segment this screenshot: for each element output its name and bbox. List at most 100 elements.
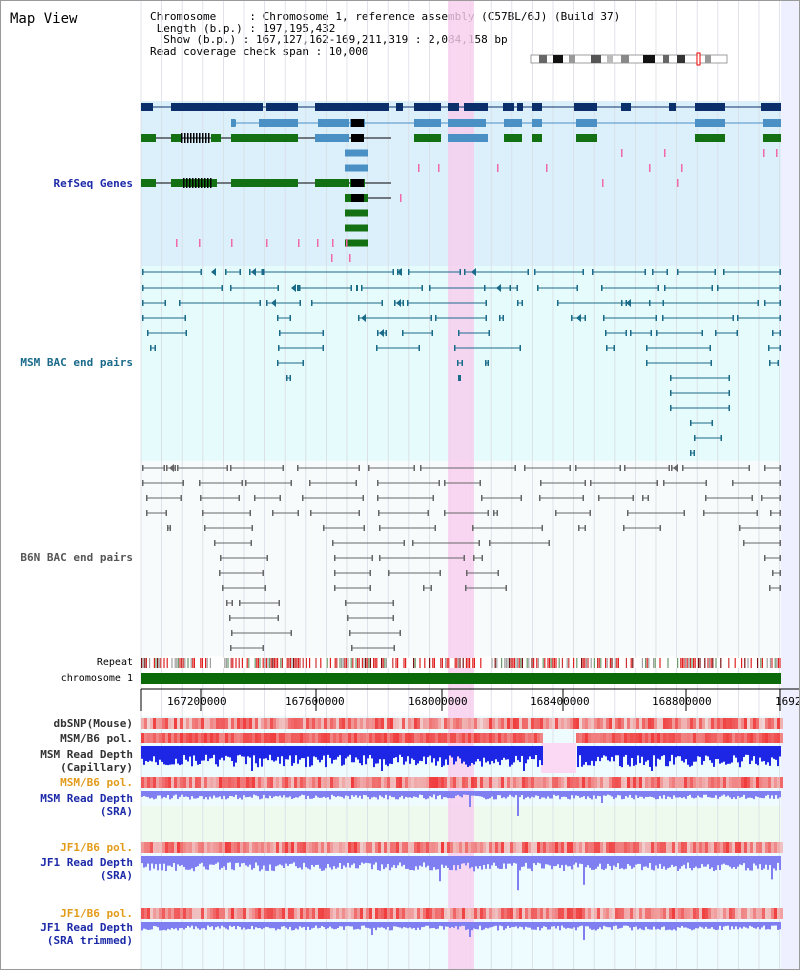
heat-cell xyxy=(705,718,708,729)
depth-bar xyxy=(543,922,545,927)
depth-bar xyxy=(499,922,501,926)
repeat-element xyxy=(403,658,405,668)
bac-end xyxy=(309,480,311,486)
depth-bar xyxy=(421,856,423,867)
heat-cell xyxy=(729,718,732,729)
heat-cell xyxy=(543,908,546,919)
depth-bar xyxy=(441,746,443,768)
heat-cell xyxy=(762,718,765,729)
gene-exon xyxy=(204,178,206,188)
bac-end xyxy=(539,495,541,501)
depth-bar xyxy=(719,922,721,926)
depth-bar xyxy=(569,856,571,867)
heat-cell xyxy=(558,842,561,853)
msm-bac-track[interactable] xyxy=(142,268,781,456)
depth-bar xyxy=(161,922,163,931)
b6n-bac-track[interactable] xyxy=(142,464,781,651)
depth-bar xyxy=(545,922,547,928)
heat-cell xyxy=(171,777,174,788)
depth-bar xyxy=(581,856,583,865)
heat-cell xyxy=(624,777,627,788)
heat-cell xyxy=(729,733,732,743)
depth-bar xyxy=(735,791,737,800)
heat-cell xyxy=(300,908,303,919)
depth-bar xyxy=(181,791,183,795)
depth-bar xyxy=(251,856,253,870)
depth-bar xyxy=(245,922,247,930)
depth-bar xyxy=(651,922,653,930)
refseq-genes-track[interactable] xyxy=(141,103,781,262)
heat-cell xyxy=(585,777,588,788)
heat-cell xyxy=(585,908,588,919)
heat-cell xyxy=(708,777,711,788)
heat-cell xyxy=(771,908,774,919)
depth-bar xyxy=(201,746,203,761)
depth-bar xyxy=(665,746,667,767)
selection-highlight[interactable] xyxy=(448,1,474,970)
heat-cell xyxy=(246,733,249,743)
bac-end xyxy=(264,585,266,591)
heat-cell xyxy=(537,908,540,919)
heat-cell xyxy=(330,777,333,788)
heat-cell xyxy=(699,777,702,788)
depth-bar xyxy=(197,791,199,798)
depth-bar xyxy=(661,922,663,928)
depth-bar xyxy=(729,746,731,764)
refseq-genes-label[interactable]: RefSeq Genes xyxy=(53,177,133,190)
b6n-bac-label[interactable]: B6N BAC end pairs xyxy=(20,551,133,564)
depth-bar xyxy=(627,791,629,798)
heat-cell xyxy=(252,842,255,853)
heat-cell xyxy=(579,718,582,729)
bac-end xyxy=(277,315,279,321)
heat-cell xyxy=(612,733,615,743)
heat-cell xyxy=(198,733,201,743)
heat-cell xyxy=(315,842,318,853)
heat-cell xyxy=(396,842,399,853)
depth-bar xyxy=(317,922,319,929)
heat-cell xyxy=(330,908,333,919)
depth-bar xyxy=(225,856,227,870)
heat-cell xyxy=(465,718,468,729)
depth-bar xyxy=(289,856,291,864)
depth-bar xyxy=(233,791,235,798)
heat-cell xyxy=(222,777,225,788)
depth-bar xyxy=(617,856,619,864)
repeat-element xyxy=(590,658,592,668)
heat-cell xyxy=(486,718,489,729)
heat-cell xyxy=(732,908,735,919)
depth-bar xyxy=(343,746,345,765)
heat-cell xyxy=(468,908,471,919)
snp-tick xyxy=(776,149,778,157)
heat-cell xyxy=(678,777,681,788)
repeat-element xyxy=(419,658,421,668)
depth-bar xyxy=(541,746,543,766)
chromosome-ideogram[interactable] xyxy=(530,52,728,66)
heat-cell xyxy=(372,777,375,788)
depth-bar xyxy=(251,746,253,771)
depth-bar xyxy=(535,856,537,866)
heat-cell xyxy=(183,733,186,743)
bac-end xyxy=(385,330,387,336)
gene-block xyxy=(695,134,725,142)
repeat-element xyxy=(445,658,447,668)
heat-cell xyxy=(429,777,432,788)
depth-bar xyxy=(549,856,551,866)
bac-end xyxy=(262,645,264,651)
heat-cell xyxy=(657,908,660,919)
msm-bac-label[interactable]: MSM BAC end pairs xyxy=(20,356,133,369)
repeat-element xyxy=(646,658,648,668)
heat-cell xyxy=(744,733,747,743)
repeat-element xyxy=(568,658,570,668)
depth-bar xyxy=(321,922,323,927)
depth-bar xyxy=(623,856,625,870)
repeat-element xyxy=(576,658,578,668)
depth-bar xyxy=(351,856,353,865)
heat-cell xyxy=(159,777,162,788)
heat-cell xyxy=(750,908,753,919)
depth-bar xyxy=(701,922,703,928)
heat-cell xyxy=(303,718,306,729)
repeat-element xyxy=(520,658,522,668)
bac-end xyxy=(214,540,216,546)
heat-cell xyxy=(321,842,324,853)
